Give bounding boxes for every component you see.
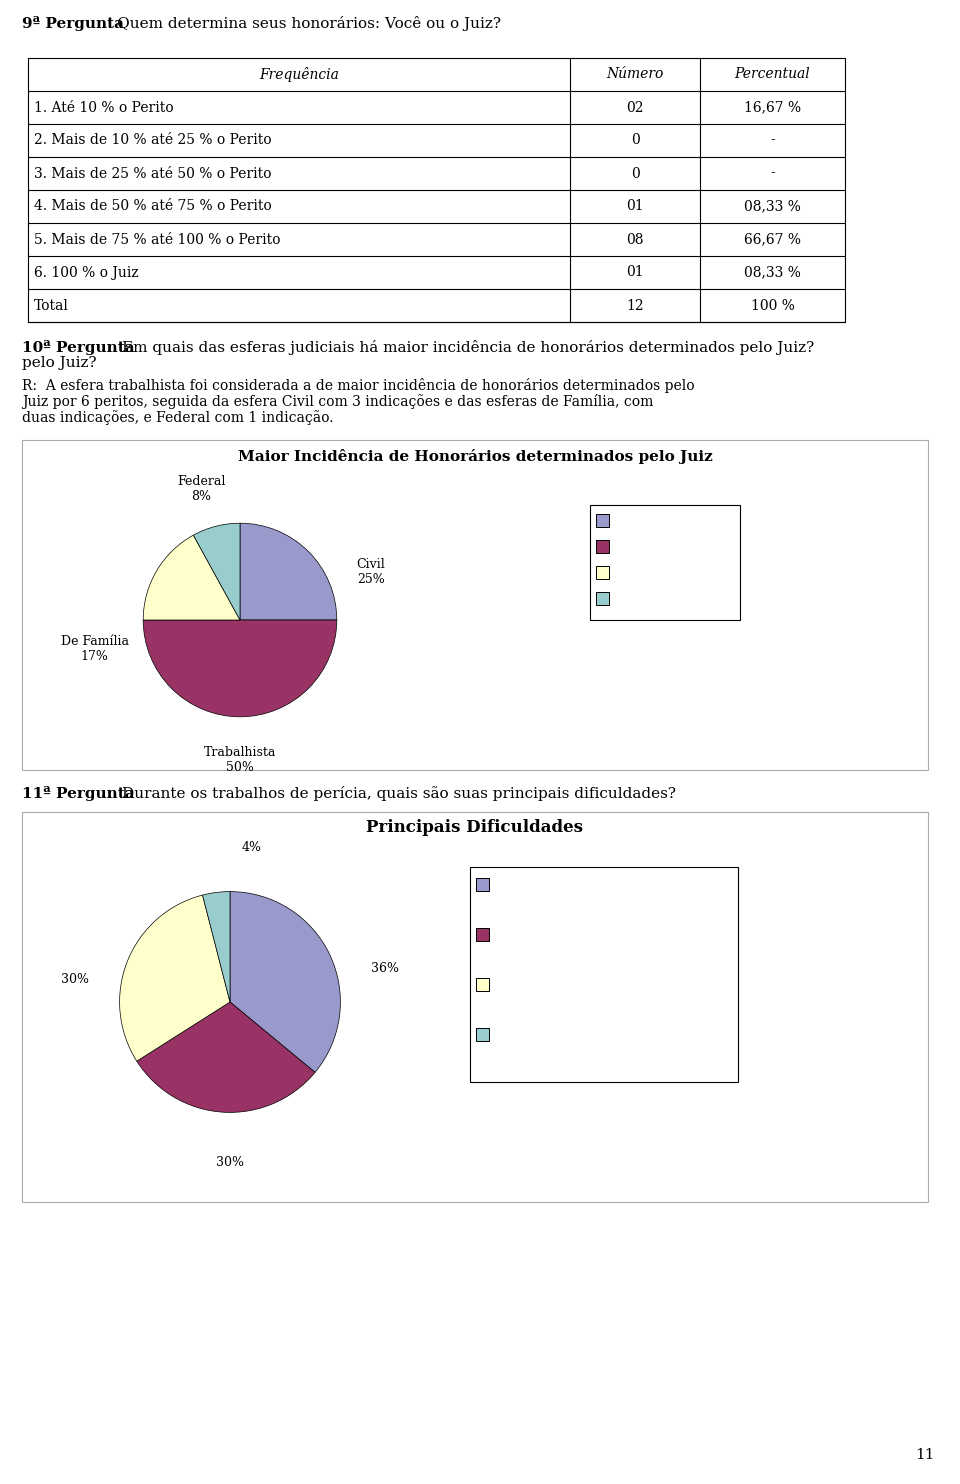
- Text: De Família: De Família: [614, 565, 682, 579]
- Text: 6. 100 % o Juiz: 6. 100 % o Juiz: [34, 266, 138, 279]
- Text: 4%: 4%: [242, 841, 262, 853]
- Text: 100 %: 100 %: [751, 298, 795, 313]
- Text: 11: 11: [916, 1448, 935, 1462]
- Text: Apoio das partes envolvidas: Apoio das partes envolvidas: [496, 928, 674, 941]
- Text: :  Durante os trabalhos de perícia, quais são suas principais dificuldades?: : Durante os trabalhos de perícia, quais…: [107, 787, 676, 801]
- Text: envolvidos: envolvidos: [496, 1042, 564, 1055]
- Text: Federal: Federal: [614, 592, 662, 604]
- Bar: [596, 540, 609, 554]
- Text: 9ª Pergunta: 9ª Pergunta: [22, 16, 124, 31]
- Text: :  Em quais das esferas judiciais há maior incidência de honorários determinados: : Em quais das esferas judiciais há maio…: [107, 340, 814, 355]
- Text: 01: 01: [626, 266, 644, 279]
- Text: Frequência: Frequência: [259, 67, 339, 82]
- Wedge shape: [136, 1002, 315, 1113]
- Text: Realização de diligências: Realização de diligências: [496, 978, 657, 991]
- Text: Civil
25%: Civil 25%: [356, 558, 385, 586]
- Text: 16,67 %: 16,67 %: [744, 101, 801, 114]
- Text: 4. Mais de 50 % até 75 % o Perito: 4. Mais de 50 % até 75 % o Perito: [34, 199, 272, 214]
- Text: 08,33 %: 08,33 %: [744, 266, 801, 279]
- Text: 30%: 30%: [61, 974, 89, 987]
- Text: 11ª Pergunta: 11ª Pergunta: [22, 787, 134, 801]
- Text: 0: 0: [631, 134, 639, 147]
- Bar: [476, 879, 489, 890]
- Text: necessários: necessários: [496, 892, 570, 905]
- Text: pelo Juiz?: pelo Juiz?: [22, 356, 97, 370]
- Text: 12: 12: [626, 298, 644, 313]
- Text: duas indicações, e Federal com 1 indicação.: duas indicações, e Federal com 1 indicaç…: [22, 410, 333, 424]
- Text: 08: 08: [626, 233, 644, 246]
- Bar: [590, 505, 740, 620]
- Text: : Quem determina seus honorários: Você ou o Juiz?: : Quem determina seus honorários: Você o…: [107, 16, 501, 31]
- Bar: [22, 812, 928, 1202]
- Bar: [596, 565, 609, 579]
- Wedge shape: [120, 895, 230, 1061]
- Text: Percentual: Percentual: [734, 67, 810, 82]
- Text: R:  A esfera trabalhista foi considerada a de maior incidência de honorários det: R: A esfera trabalhista foi considerada …: [22, 378, 695, 393]
- Wedge shape: [230, 892, 341, 1073]
- Wedge shape: [143, 620, 337, 717]
- Text: Federal
8%: Federal 8%: [177, 475, 226, 503]
- Text: 3. Mais de 25 % até 50 % o Perito: 3. Mais de 25 % até 50 % o Perito: [34, 166, 272, 181]
- Bar: [596, 592, 609, 605]
- Bar: [470, 867, 738, 1082]
- Bar: [28, 58, 845, 322]
- Text: De Família
17%: De Família 17%: [60, 635, 129, 663]
- Text: Total: Total: [34, 298, 69, 313]
- Text: 2. Mais de 10 % até 25 % o Perito: 2. Mais de 10 % até 25 % o Perito: [34, 134, 272, 147]
- Text: 5. Mais de 75 % até 100 % o Perito: 5. Mais de 75 % até 100 % o Perito: [34, 233, 280, 246]
- Bar: [596, 513, 609, 527]
- Text: 02: 02: [626, 101, 644, 114]
- Bar: [22, 439, 928, 770]
- Wedge shape: [143, 536, 240, 620]
- Wedge shape: [240, 524, 337, 620]
- Text: Trabalhista
50%: Trabalhista 50%: [204, 746, 276, 775]
- Text: Juiz por 6 peritos, seguida da esfera Civil com 3 indicações e das esferas de Fa: Juiz por 6 peritos, seguida da esfera Ci…: [22, 393, 654, 410]
- Text: Trabalhista: Trabalhista: [614, 540, 686, 552]
- Wedge shape: [203, 892, 230, 1002]
- Text: 08,33 %: 08,33 %: [744, 199, 801, 214]
- Text: 1. Até 10 % o Perito: 1. Até 10 % o Perito: [34, 101, 174, 114]
- Text: Apoio dos demais peritos: Apoio dos demais peritos: [496, 1027, 656, 1040]
- Wedge shape: [193, 524, 240, 620]
- Text: 66,67 %: 66,67 %: [744, 233, 801, 246]
- Text: Civil: Civil: [614, 513, 643, 527]
- Text: Maior Incidência de Honorários determinados pelo Juiz: Maior Incidência de Honorários determina…: [238, 448, 712, 463]
- Bar: [476, 978, 489, 991]
- Text: 36%: 36%: [371, 963, 398, 975]
- Text: 10ª Pergunta: 10ª Pergunta: [22, 340, 134, 355]
- Text: -: -: [770, 166, 775, 181]
- Text: Obtenção dos documentos: Obtenção dos documentos: [496, 877, 663, 890]
- Bar: [476, 1028, 489, 1040]
- Text: 01: 01: [626, 199, 644, 214]
- Text: 30%: 30%: [216, 1156, 244, 1168]
- Text: Número: Número: [607, 67, 663, 82]
- Text: Principais Dificuldades: Principais Dificuldades: [367, 819, 584, 837]
- Bar: [476, 928, 489, 941]
- Text: -: -: [770, 134, 775, 147]
- Text: 0: 0: [631, 166, 639, 181]
